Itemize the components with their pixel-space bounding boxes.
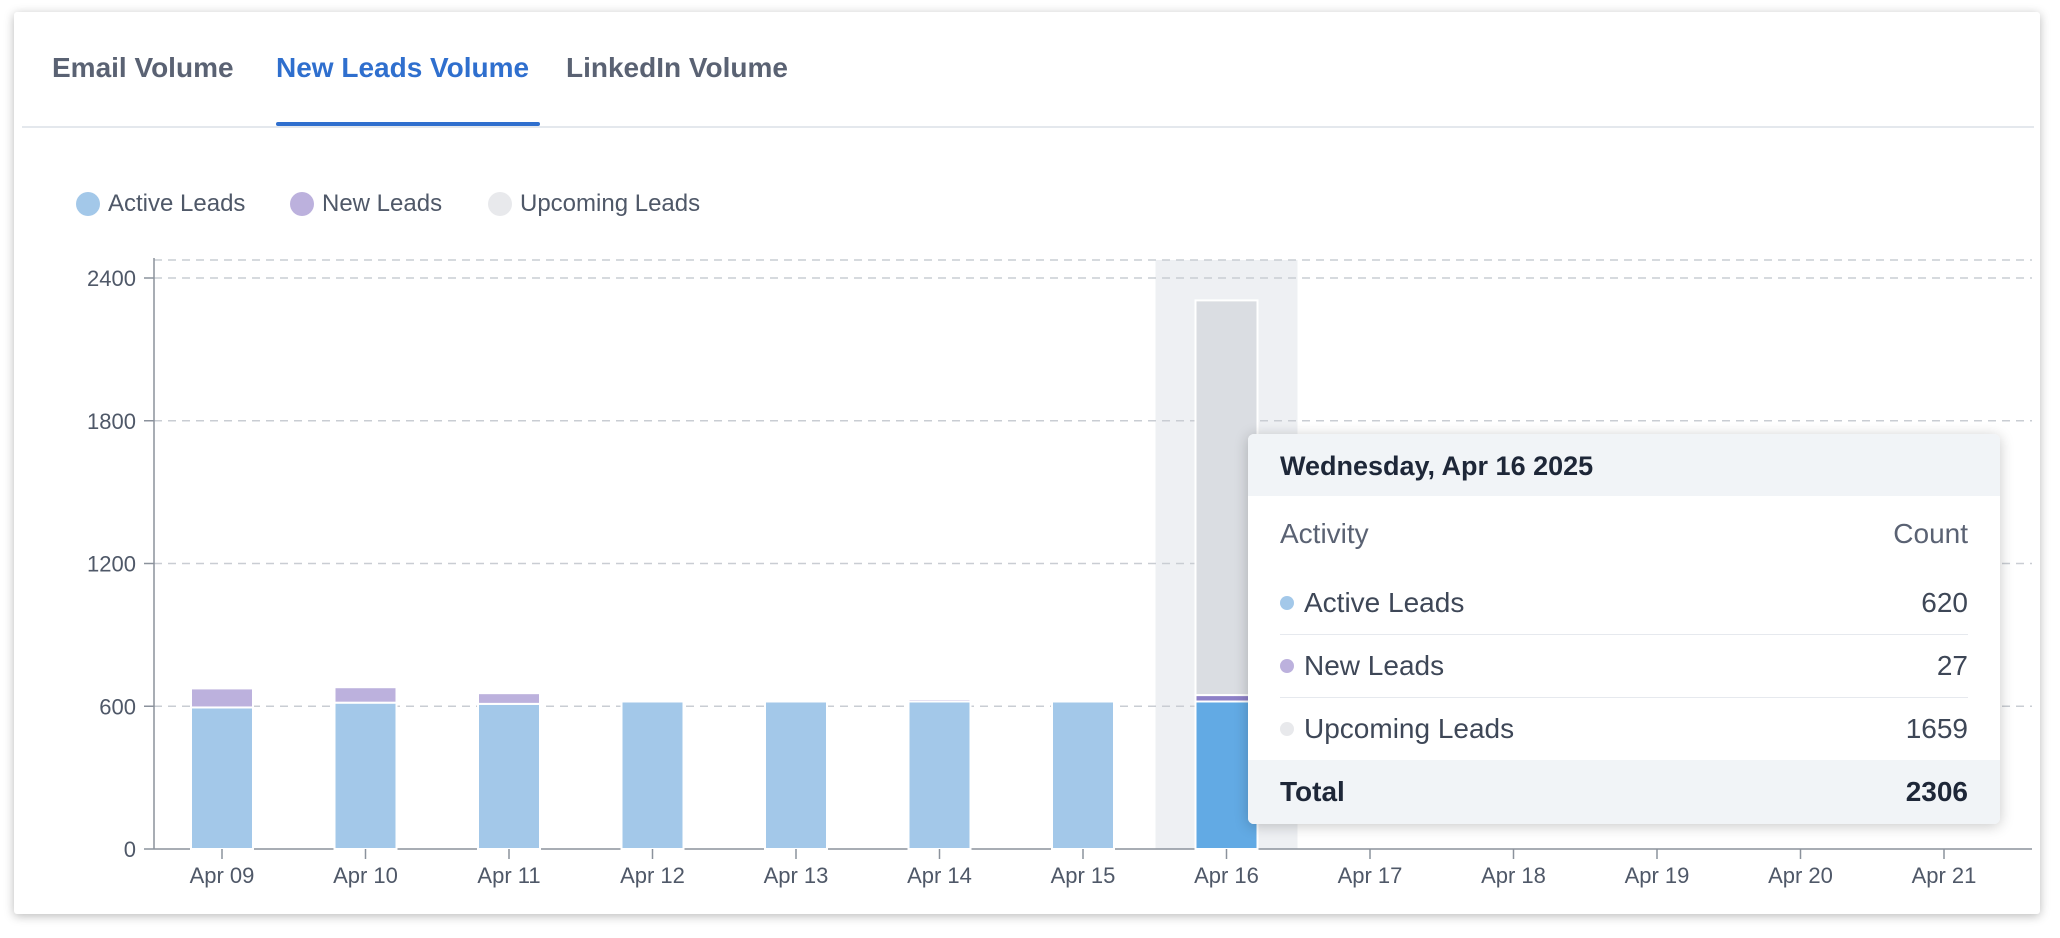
tooltip-row-name: Upcoming Leads (1304, 713, 1515, 744)
x-tick-label: Apr 11 (477, 863, 540, 888)
y-tick-label: 1200 (87, 552, 136, 577)
x-tick-label: Apr 16 (1194, 863, 1259, 888)
bar-active-leads-apr-10 (333, 701, 398, 851)
y-tick-label: 1800 (87, 409, 136, 434)
bar-active-leads-apr-15 (1051, 700, 1115, 850)
x-tick-label: Apr 09 (190, 863, 255, 888)
legend-label: New Leads (322, 190, 443, 217)
bar-upcoming-leads-apr-16 (1194, 299, 1259, 697)
legend-item-upcoming-leads[interactable]: Upcoming Leads (488, 188, 700, 220)
x-tick-label: Apr 21 (1912, 863, 1977, 888)
x-tick-label: Apr 18 (1481, 863, 1546, 888)
tooltip-date: Wednesday, Apr 16 2025 (1248, 434, 2000, 496)
x-tick-label: Apr 13 (764, 863, 829, 888)
y-tick-label: 2400 (87, 266, 136, 291)
legend-swatch (290, 192, 314, 216)
y-tick-label: 600 (99, 694, 136, 719)
tooltip-swatch (1280, 722, 1294, 736)
chart-tooltip: Wednesday, Apr 16 2025 Activity Count Ac… (1248, 434, 2000, 824)
tooltip-total: Total 2306 (1248, 760, 2000, 824)
legend-label: Active Leads (108, 190, 246, 217)
legend-swatch (488, 192, 512, 216)
tooltip-total-label: Total (1280, 776, 1345, 807)
tab-email-volume[interactable]: Email Volume (52, 52, 234, 83)
bar-active-leads-apr-14 (907, 700, 972, 850)
x-tick-label: Apr 19 (1625, 863, 1690, 888)
tab-linkedin-volume[interactable]: LinkedIn Volume (566, 52, 788, 83)
bar-upcoming-leads-apr-15 (1051, 698, 1115, 702)
tooltip-row-name: Active Leads (1304, 587, 1465, 618)
tab-bar: Email Volume New Leads Volume LinkedIn V… (22, 12, 2034, 128)
legend-label: Upcoming Leads (520, 190, 701, 217)
legend-item-active-leads[interactable]: Active Leads (76, 188, 245, 220)
legend-swatch (76, 192, 100, 216)
x-tick-label: Apr 12 (620, 863, 685, 888)
bar-active-leads-apr-11 (477, 702, 541, 851)
bar-active-leads-apr-13 (764, 700, 828, 850)
tooltip-row-count: 620 (1921, 587, 1968, 618)
x-tick-label: Apr 17 (1338, 863, 1403, 888)
tab-new-leads-volume[interactable]: New Leads Volume (276, 52, 530, 83)
bar-new-leads-apr-10 (333, 686, 398, 704)
bar-new-leads-apr-09 (190, 687, 254, 709)
tooltip-row-count: 27 (1936, 650, 1968, 681)
tooltip-row-name: New Leads (1304, 650, 1445, 681)
bar-active-leads-apr-12 (620, 700, 685, 850)
bar-new-leads-apr-14 (907, 698, 972, 703)
tooltip-swatch (1280, 659, 1294, 673)
x-tick-label: Apr 14 (907, 863, 972, 888)
tooltip-col-count: Count (1893, 518, 1968, 549)
legend-item-new-leads[interactable]: New Leads (290, 188, 442, 220)
tooltip-swatch (1280, 596, 1294, 610)
tooltip-total-value: 2306 (1905, 776, 1968, 807)
tooltip-row-active-leads: Active Leads 620 (1280, 572, 1968, 635)
x-tick-label: Apr 10 (333, 863, 398, 888)
bar-active-leads-apr-09 (190, 706, 254, 850)
tooltip-rows: Active Leads 620 New Leads 27 Upcoming L… (1248, 572, 2000, 760)
tooltip-row-new-leads: New Leads 27 (1280, 635, 1968, 698)
tooltip-header: Activity Count (1248, 496, 2000, 572)
y-tick-label: 0 (124, 837, 136, 862)
active-tab-indicator (276, 122, 540, 126)
bar-new-leads-apr-11 (477, 692, 541, 705)
tooltip-row-count: 1659 (1905, 713, 1968, 744)
tooltip-col-activity: Activity (1280, 518, 1369, 549)
tooltip-row-upcoming-leads: Upcoming Leads 1659 (1280, 698, 1968, 760)
x-tick-label: Apr 20 (1768, 863, 1833, 888)
x-tick-label: Apr 15 (1051, 863, 1116, 888)
